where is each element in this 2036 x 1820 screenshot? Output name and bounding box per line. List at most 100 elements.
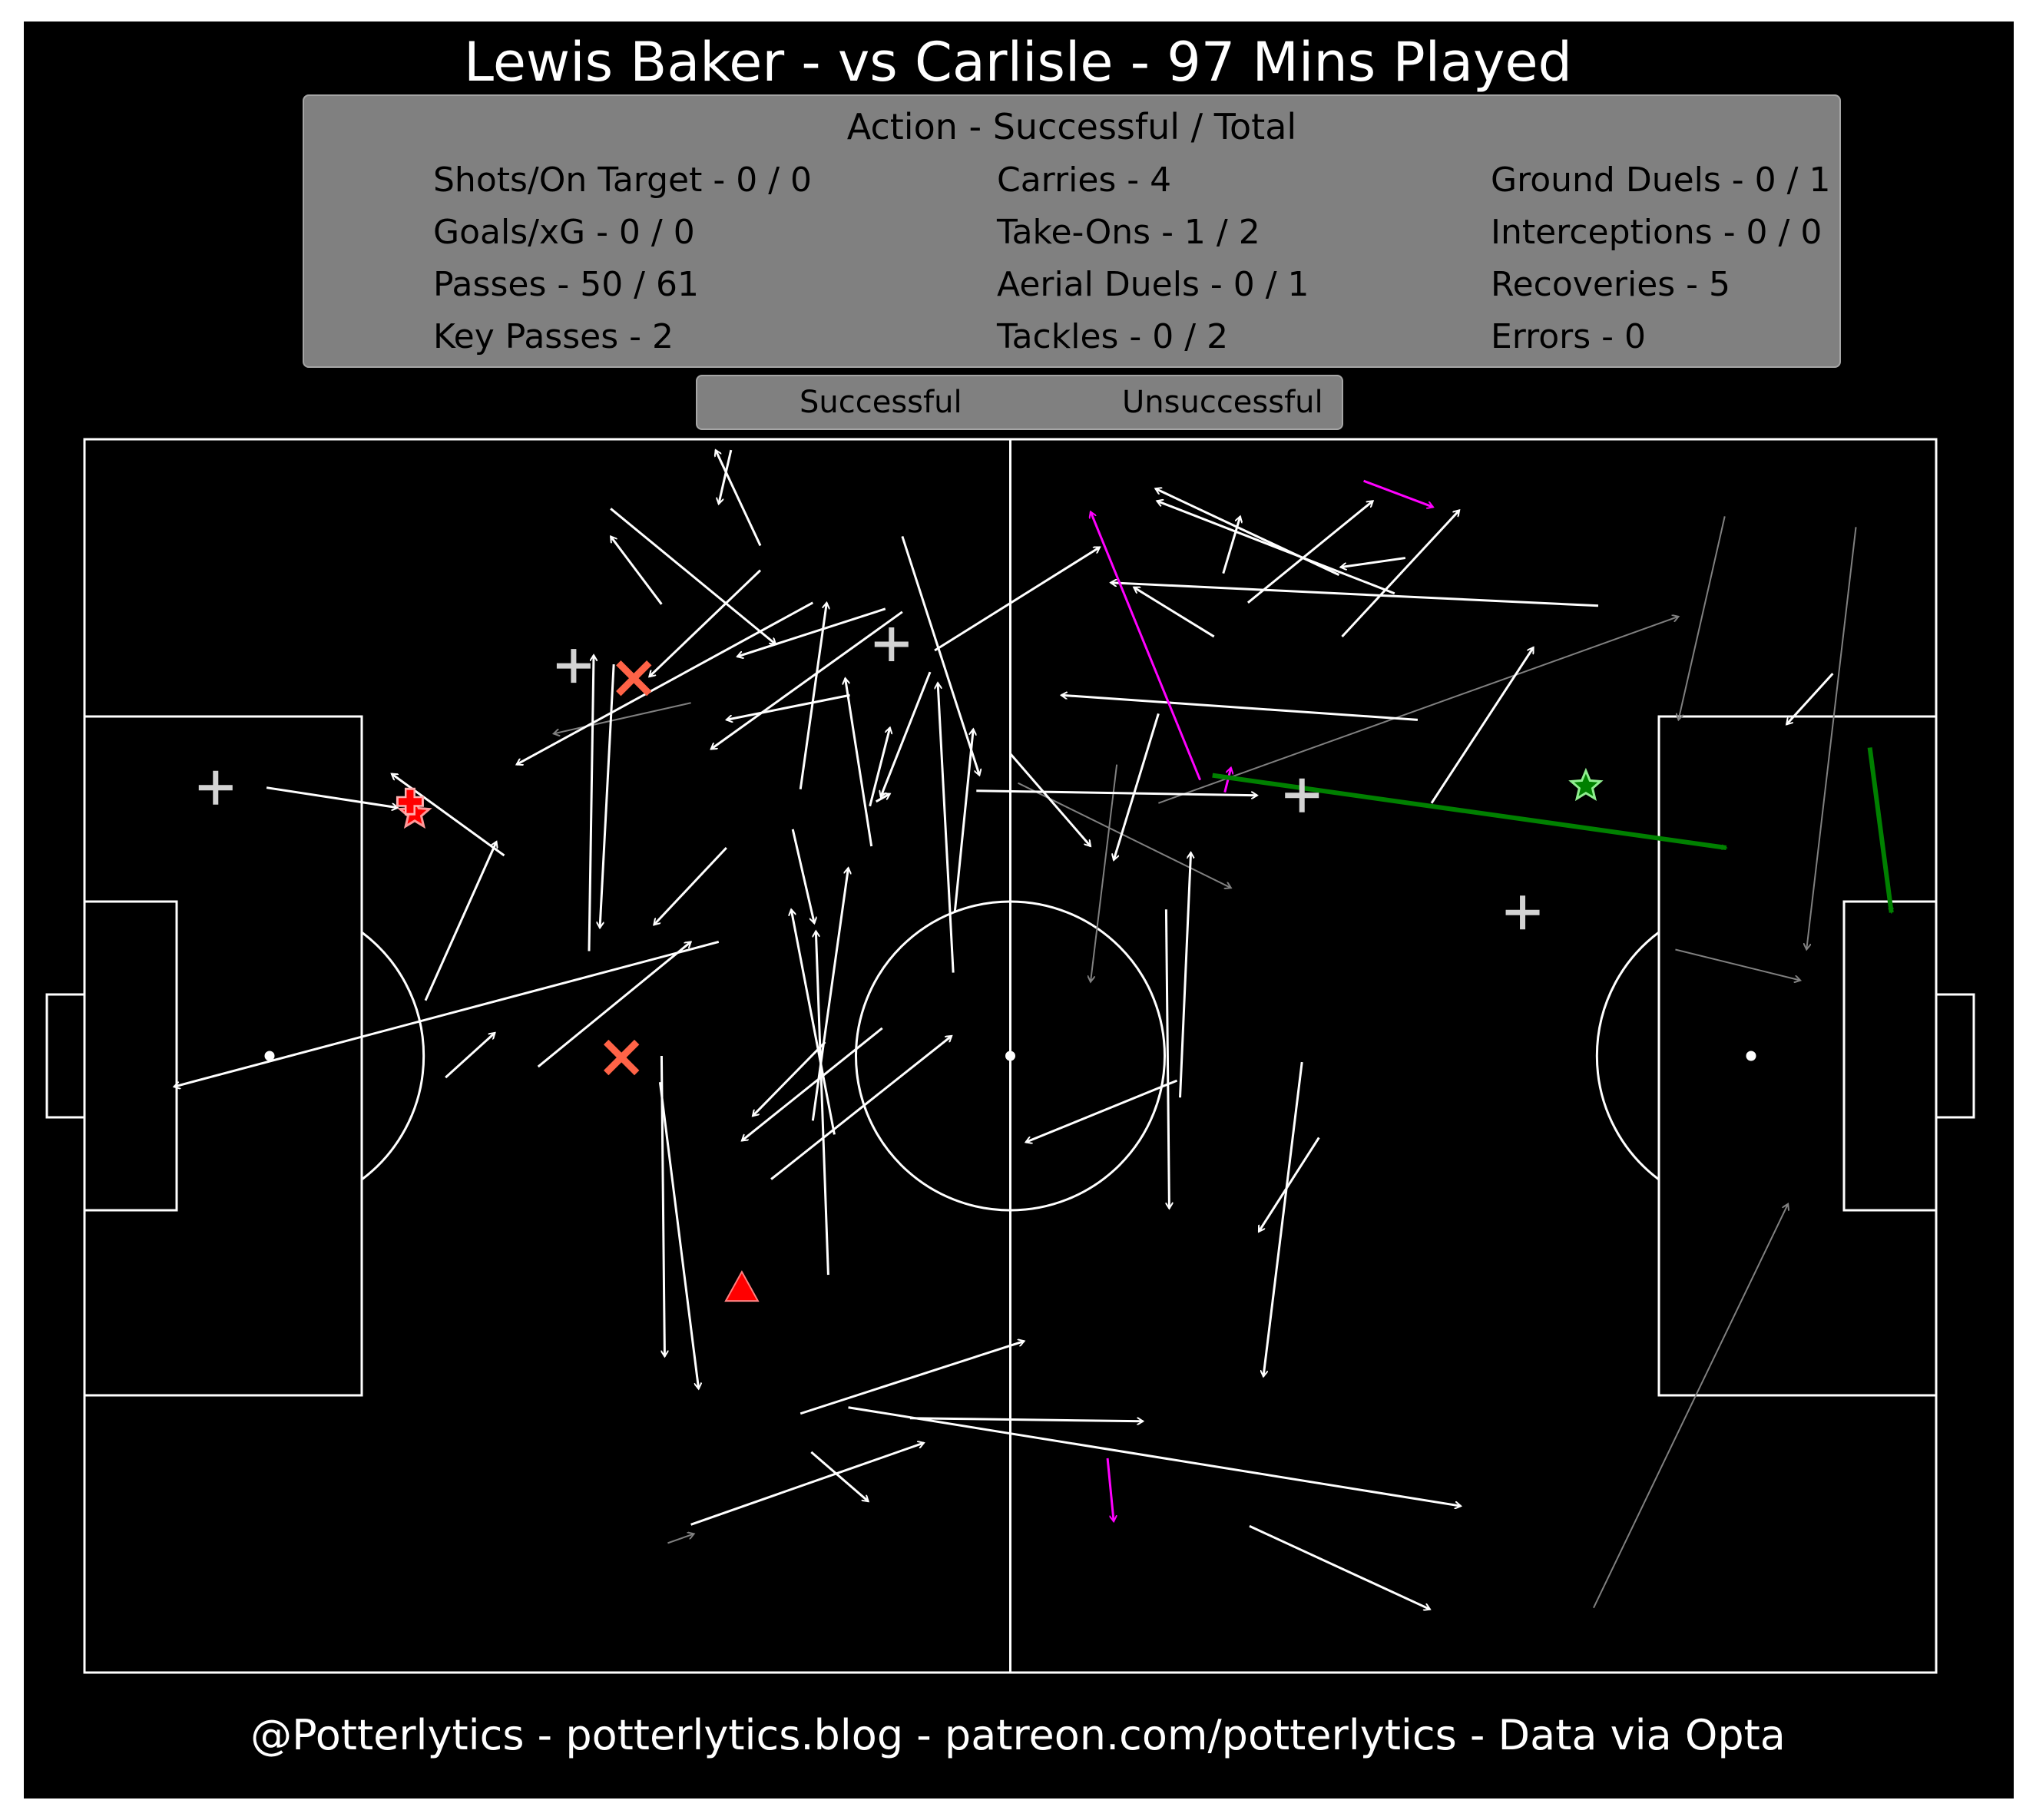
recovery-marker xyxy=(198,770,233,805)
pass-arrow xyxy=(1164,909,1169,1208)
left-goal xyxy=(45,993,86,1119)
pass-arrow xyxy=(1134,586,1215,638)
pass-arrow xyxy=(816,931,829,1276)
right-goal xyxy=(1935,993,1975,1119)
pass-arrow xyxy=(1263,1061,1303,1377)
right-penalty-spot xyxy=(1746,1051,1756,1061)
unsuccessful-pass-arrow xyxy=(1091,764,1118,982)
carries xyxy=(1091,479,1433,1521)
pass-arrow xyxy=(1111,583,1599,607)
pass-arrow xyxy=(445,1033,495,1079)
pass-arrow xyxy=(1430,647,1534,804)
pass-arrow xyxy=(800,1341,1024,1415)
take-on-marker xyxy=(1568,767,1604,802)
legend-label: Passes - 50 / 61 xyxy=(433,265,699,304)
event-markers xyxy=(198,627,1604,1302)
legend-label: Key Passes - 2 xyxy=(433,317,674,356)
pass-arrow xyxy=(610,508,776,644)
left-penalty-area xyxy=(83,715,363,1397)
left-six-yard-box xyxy=(83,900,178,1212)
legend-label: Carries - 4 xyxy=(997,160,1172,200)
pass-arrow xyxy=(848,1406,1462,1506)
legend-label: Errors - 0 xyxy=(1491,317,1647,356)
unsuccessful-pass-arrow xyxy=(1806,527,1857,949)
pass-arrow xyxy=(1009,753,1091,846)
unsuccessful-pass-arrow xyxy=(1158,617,1678,804)
key-pass-arrow xyxy=(1212,773,1728,851)
pass-arrow xyxy=(869,727,890,807)
pass-arrow xyxy=(875,794,890,803)
key-pass-arrow xyxy=(1867,747,1894,915)
recovery-marker xyxy=(556,649,591,683)
footer-credits: @Potterlytics - potterlytics.blog - patr… xyxy=(250,1711,1786,1759)
legend-label: Ground Duels - 0 / 1 xyxy=(1491,160,1831,200)
key-passes xyxy=(1212,747,1894,915)
pass-arrow xyxy=(1061,695,1419,721)
recovery-marker xyxy=(1285,778,1319,812)
pass-arrow xyxy=(976,789,1257,796)
left-penalty-spot xyxy=(264,1051,275,1061)
pass-arrow xyxy=(1026,1079,1178,1142)
carry-arrow xyxy=(1106,1458,1114,1521)
pass-arrow xyxy=(609,536,663,605)
centre-spot xyxy=(1005,1051,1015,1061)
pass-arrow xyxy=(658,1081,698,1388)
pass-arrow xyxy=(517,601,814,765)
pass-arrow xyxy=(392,773,505,857)
unsuccessful-pass-arrow xyxy=(1018,782,1231,888)
carry-arrow xyxy=(1363,479,1433,507)
pass-arrow xyxy=(654,846,727,925)
pass-arrow xyxy=(266,786,398,808)
outcome-legend: Successful Unsuccessful xyxy=(696,375,1343,430)
pass-arrow xyxy=(1157,501,1395,595)
pass-arrow xyxy=(953,729,973,913)
pass-arrow xyxy=(537,941,691,1068)
pass-arrow xyxy=(174,940,720,1087)
pass-arrow xyxy=(770,1034,952,1180)
pass-arrow xyxy=(727,693,850,720)
pass-arrow xyxy=(742,1027,883,1141)
pass-arrow xyxy=(810,1451,868,1501)
pass-arrow xyxy=(846,678,873,847)
carry-arrow xyxy=(1223,768,1231,793)
tackle-stroke xyxy=(616,660,652,697)
pass-arrow xyxy=(737,607,886,657)
pass-arrow xyxy=(1222,516,1240,574)
pass-arrow xyxy=(1341,510,1459,637)
pass-arrow xyxy=(1246,501,1373,604)
pass-arrow xyxy=(791,909,836,1135)
pass-arrow xyxy=(649,569,762,677)
pass-arrow xyxy=(588,655,594,951)
legend-title: Action - Successful / Total xyxy=(846,106,1297,147)
pass-arrow xyxy=(901,536,979,775)
pass-arrow xyxy=(1179,852,1191,1098)
pass-arrow xyxy=(1340,557,1406,568)
ground-duel-marker xyxy=(396,787,424,816)
pass-arrow xyxy=(1257,1137,1320,1231)
unsuccessful-passes xyxy=(554,516,1857,1609)
right-penalty-arc xyxy=(1595,931,1660,1181)
legend-label: Goals/xG - 0 / 0 xyxy=(433,213,695,252)
pass-arrow xyxy=(690,1443,924,1526)
legend-label: Interceptions - 0 / 0 xyxy=(1491,213,1822,252)
pass-arrow xyxy=(424,842,496,1001)
chart-title: Lewis Baker - vs Carlisle - 97 Mins Play… xyxy=(464,31,1572,94)
legend-label: Recoveries - 5 xyxy=(1491,265,1731,304)
outcome-label-unsuccessful: Unsuccessful xyxy=(1122,385,1323,420)
pass-arrow xyxy=(1114,713,1160,860)
left-penalty-arc xyxy=(361,931,425,1181)
tackle-marker xyxy=(604,1039,640,1076)
legend-label: Take-Ons - 1 / 2 xyxy=(997,213,1260,252)
right-penalty-area xyxy=(1657,715,1938,1397)
unsuccessful-pass-arrow xyxy=(1593,1204,1788,1609)
pass-arrow xyxy=(1786,673,1834,724)
pass-arrow xyxy=(799,603,826,789)
pass-arrow xyxy=(934,546,1100,652)
legend-label: Aerial Duels - 0 / 1 xyxy=(997,265,1309,304)
tackle-stroke xyxy=(604,1039,640,1076)
outcome-label-successful: Successful xyxy=(800,385,962,420)
pass-arrow xyxy=(753,1041,826,1116)
unsuccessful-pass-arrow xyxy=(1678,516,1726,720)
successful-passes xyxy=(174,450,1834,1610)
pass-arrow xyxy=(881,671,932,797)
